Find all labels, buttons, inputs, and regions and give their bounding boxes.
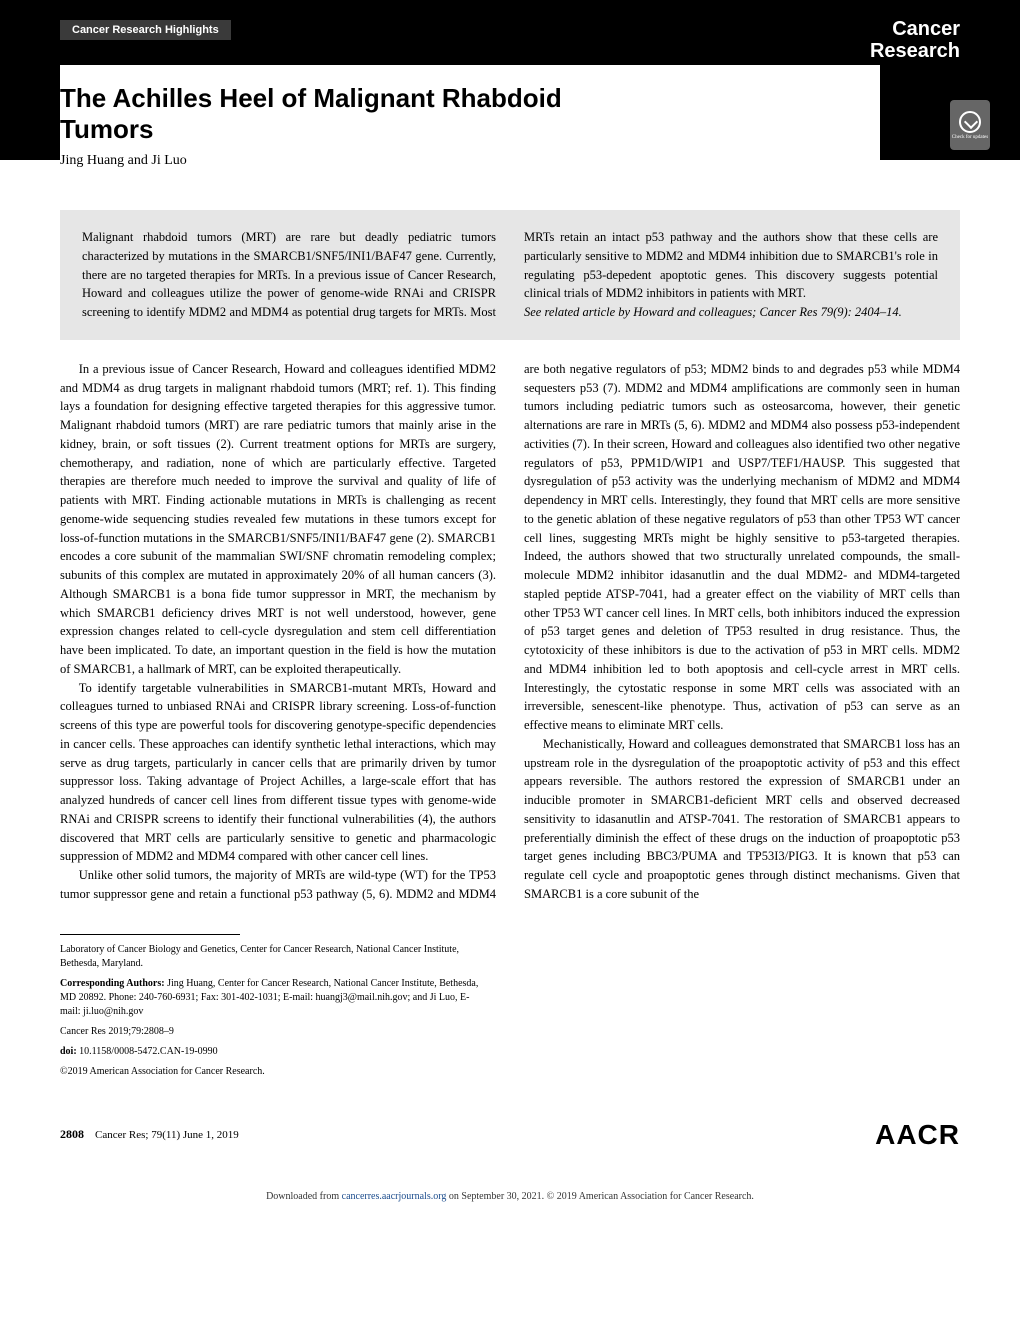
citation-line: Cancer Res 2019;79:2808–9: [60, 1025, 480, 1039]
download-suffix: on September 30, 2021. © 2019 American A…: [446, 1191, 754, 1202]
title-block: The Achilles Heel of Malignant Rhabdoid …: [60, 65, 880, 187]
download-bar: Downloaded from cancerres.aacrjournals.o…: [0, 1191, 1020, 1202]
page-footer: 2808 Cancer Res; 79(11) June 1, 2019 AAC…: [60, 1119, 960, 1151]
affiliation: Laboratory of Cancer Biology and Genetic…: [60, 943, 480, 971]
check-updates-icon: [959, 111, 981, 133]
body-p1: In a previous issue of Cancer Research, …: [60, 360, 496, 679]
doi-label: doi:: [60, 1046, 77, 1057]
download-link[interactable]: cancerres.aacrjournals.org: [342, 1191, 447, 1202]
journal-brand: Cancer Research: [870, 18, 960, 62]
footer-citation: Cancer Res; 79(11) June 1, 2019: [95, 1129, 239, 1141]
copyright: ©2019 American Association for Cancer Re…: [60, 1065, 480, 1079]
body-p2: To identify targetable vulnerabilities i…: [60, 679, 496, 867]
doi-line: doi: 10.1158/0008-5472.CAN-19-0990: [60, 1045, 480, 1059]
footer-info: Laboratory of Cancer Biology and Genetic…: [60, 934, 480, 1079]
brand-line-1: Cancer: [892, 18, 960, 40]
body-p4: Mechanistically, Howard and colleagues d…: [524, 735, 960, 904]
body-text: In a previous issue of Cancer Research, …: [60, 360, 960, 904]
section-label: Cancer Research Highlights: [60, 20, 231, 40]
corresponding-authors: Corresponding Authors: Jing Huang, Cente…: [60, 977, 480, 1019]
article-title: The Achilles Heel of Malignant Rhabdoid …: [60, 83, 660, 145]
check-updates-badge[interactable]: Check for updates: [950, 100, 990, 150]
page-number: 2808: [60, 1127, 84, 1141]
check-updates-label: Check for updates: [952, 135, 988, 140]
page-footer-left: 2808 Cancer Res; 79(11) June 1, 2019: [60, 1127, 239, 1142]
see-related: See related article by Howard and collea…: [524, 305, 902, 319]
doi-value: 10.1158/0008-5472.CAN-19-0990: [77, 1046, 218, 1057]
corresponding-label: Corresponding Authors:: [60, 978, 165, 989]
download-prefix: Downloaded from: [266, 1191, 342, 1202]
brand-line-2: Research: [870, 40, 960, 62]
article-authors: Jing Huang and Ji Luo: [60, 153, 660, 169]
header-bar: Cancer Research Highlights Cancer Resear…: [0, 0, 1020, 160]
abstract-box: Malignant rhabdoid tumors (MRT) are rare…: [60, 210, 960, 340]
aacr-logo: AACR: [875, 1119, 960, 1151]
footer-rule: [60, 934, 240, 935]
